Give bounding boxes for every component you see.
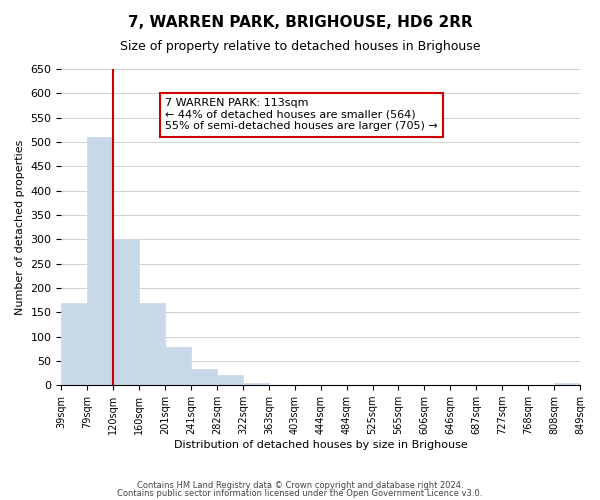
Bar xyxy=(113,240,139,385)
Bar xyxy=(243,383,269,385)
Bar xyxy=(88,137,113,385)
Bar xyxy=(554,383,580,385)
Text: Size of property relative to detached houses in Brighouse: Size of property relative to detached ho… xyxy=(120,40,480,53)
Bar xyxy=(165,348,191,385)
Bar xyxy=(217,376,243,385)
Text: 7, WARREN PARK, BRIGHOUSE, HD6 2RR: 7, WARREN PARK, BRIGHOUSE, HD6 2RR xyxy=(128,15,472,30)
Text: 7 WARREN PARK: 113sqm
← 44% of detached houses are smaller (564)
55% of semi-det: 7 WARREN PARK: 113sqm ← 44% of detached … xyxy=(165,98,438,132)
Y-axis label: Number of detached properties: Number of detached properties xyxy=(15,140,25,315)
Text: Contains HM Land Registry data © Crown copyright and database right 2024.: Contains HM Land Registry data © Crown c… xyxy=(137,481,463,490)
Bar xyxy=(191,369,217,385)
Bar xyxy=(61,302,88,385)
X-axis label: Distribution of detached houses by size in Brighouse: Distribution of detached houses by size … xyxy=(174,440,467,450)
Text: Contains public sector information licensed under the Open Government Licence v3: Contains public sector information licen… xyxy=(118,488,482,498)
Bar xyxy=(139,302,165,385)
